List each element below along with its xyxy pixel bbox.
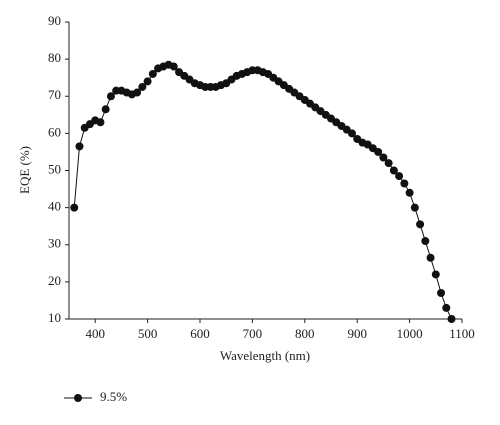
- point: [416, 220, 425, 229]
- x-tick-label: 500: [138, 326, 158, 341]
- x-tick-label: 400: [85, 326, 105, 341]
- point: [70, 203, 79, 212]
- y-tick-label: 30: [48, 236, 61, 251]
- y-tick-label: 50: [48, 161, 61, 176]
- point: [138, 82, 147, 91]
- x-axis-label: Wavelength (nm): [220, 348, 310, 363]
- point: [389, 166, 398, 175]
- point: [405, 188, 414, 197]
- point: [169, 62, 178, 71]
- y-axis-label: EQE (%): [17, 146, 32, 194]
- point: [374, 147, 383, 156]
- y-tick-label: 80: [48, 50, 61, 65]
- point: [442, 303, 451, 312]
- x-tick-label: 900: [347, 326, 367, 341]
- point: [437, 289, 446, 298]
- x-tick-label: 600: [190, 326, 210, 341]
- point: [101, 105, 110, 114]
- legend-label: 9.5%: [100, 389, 127, 404]
- point: [421, 237, 430, 246]
- x-tick-label: 700: [243, 326, 263, 341]
- point: [96, 118, 105, 127]
- y-tick-label: 70: [48, 87, 61, 102]
- point: [400, 179, 409, 188]
- x-tick-label: 1000: [397, 326, 423, 341]
- point: [133, 88, 142, 97]
- point: [148, 69, 157, 78]
- point: [447, 315, 456, 323]
- point: [426, 253, 435, 262]
- point: [75, 142, 84, 151]
- series-line: [73, 64, 452, 320]
- x-tick-label: 800: [295, 326, 315, 341]
- y-tick-label: 90: [48, 13, 61, 28]
- point: [106, 92, 115, 101]
- point: [395, 172, 404, 181]
- y-tick-label: 10: [48, 310, 61, 325]
- legend-marker: [74, 394, 82, 402]
- point: [143, 77, 152, 86]
- y-tick-label: 60: [48, 124, 61, 139]
- point: [384, 159, 393, 168]
- point: [347, 129, 356, 138]
- y-tick-label: 40: [48, 199, 61, 214]
- y-tick-label: 20: [48, 273, 61, 288]
- x-tick-label: 1100: [449, 326, 475, 341]
- point: [431, 270, 440, 279]
- point: [410, 203, 419, 212]
- point: [379, 153, 388, 162]
